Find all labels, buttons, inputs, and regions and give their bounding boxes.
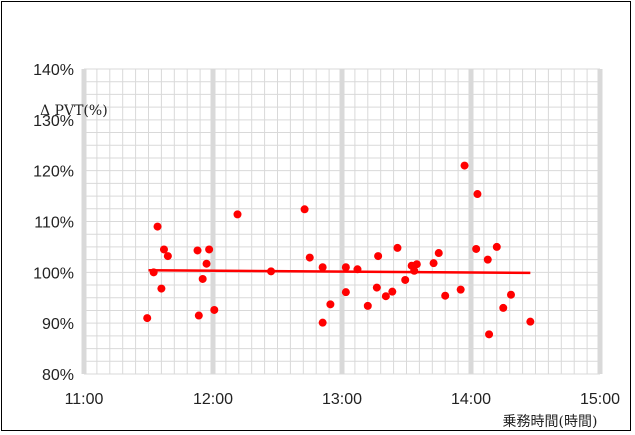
data-point xyxy=(461,162,469,170)
y-tick-label: 100% xyxy=(33,265,74,282)
data-point xyxy=(507,291,515,299)
x-tick-label: 11:00 xyxy=(65,391,104,408)
data-point xyxy=(364,302,372,310)
data-point xyxy=(195,312,203,320)
y-tick-label: 120% xyxy=(33,164,74,181)
data-point xyxy=(485,330,493,338)
y-tick-label: 90% xyxy=(42,316,74,333)
x-axis-title: 乗務時間(時間) xyxy=(503,414,598,430)
data-point xyxy=(374,252,382,260)
data-point xyxy=(234,210,242,218)
data-point xyxy=(154,223,162,231)
data-point xyxy=(499,304,507,312)
data-point xyxy=(301,205,309,213)
data-point xyxy=(393,244,401,252)
data-point xyxy=(401,276,409,284)
grid-lines xyxy=(84,69,600,374)
data-point xyxy=(143,314,151,322)
y-tick-label: 110% xyxy=(34,215,74,232)
data-point xyxy=(319,263,327,271)
data-point xyxy=(203,260,211,268)
x-tick-labels: 11:00 12:00 13:00 14:00 15:00 xyxy=(65,391,621,408)
data-point xyxy=(210,306,218,314)
data-point xyxy=(493,243,501,251)
data-point xyxy=(306,254,314,262)
data-point xyxy=(484,256,492,264)
data-point xyxy=(342,288,350,296)
data-point xyxy=(319,319,327,327)
data-point xyxy=(435,249,443,257)
x-tick-label: 12:00 xyxy=(193,391,233,408)
data-point xyxy=(430,259,438,267)
data-point xyxy=(342,263,350,271)
data-point xyxy=(164,252,172,260)
x-tick-label: 14:00 xyxy=(451,391,491,408)
y-tick-label: 80% xyxy=(42,367,74,384)
data-point xyxy=(473,190,481,198)
data-point xyxy=(526,318,534,326)
y-axis-title: Δ PVT(%) xyxy=(40,103,108,119)
x-tick-label: 13:00 xyxy=(322,391,362,408)
data-point xyxy=(457,286,465,294)
data-point xyxy=(373,284,381,292)
y-tick-label: 140% xyxy=(33,62,74,79)
x-tick-label: 15:00 xyxy=(580,391,620,408)
data-point xyxy=(199,275,207,283)
data-point xyxy=(157,285,165,293)
data-point xyxy=(441,292,449,300)
data-point xyxy=(382,292,390,300)
data-point xyxy=(326,300,334,308)
data-point xyxy=(194,246,202,254)
data-point xyxy=(472,245,480,253)
data-points xyxy=(143,162,534,339)
data-point xyxy=(413,260,421,268)
data-point xyxy=(388,288,396,296)
data-point xyxy=(205,245,213,253)
